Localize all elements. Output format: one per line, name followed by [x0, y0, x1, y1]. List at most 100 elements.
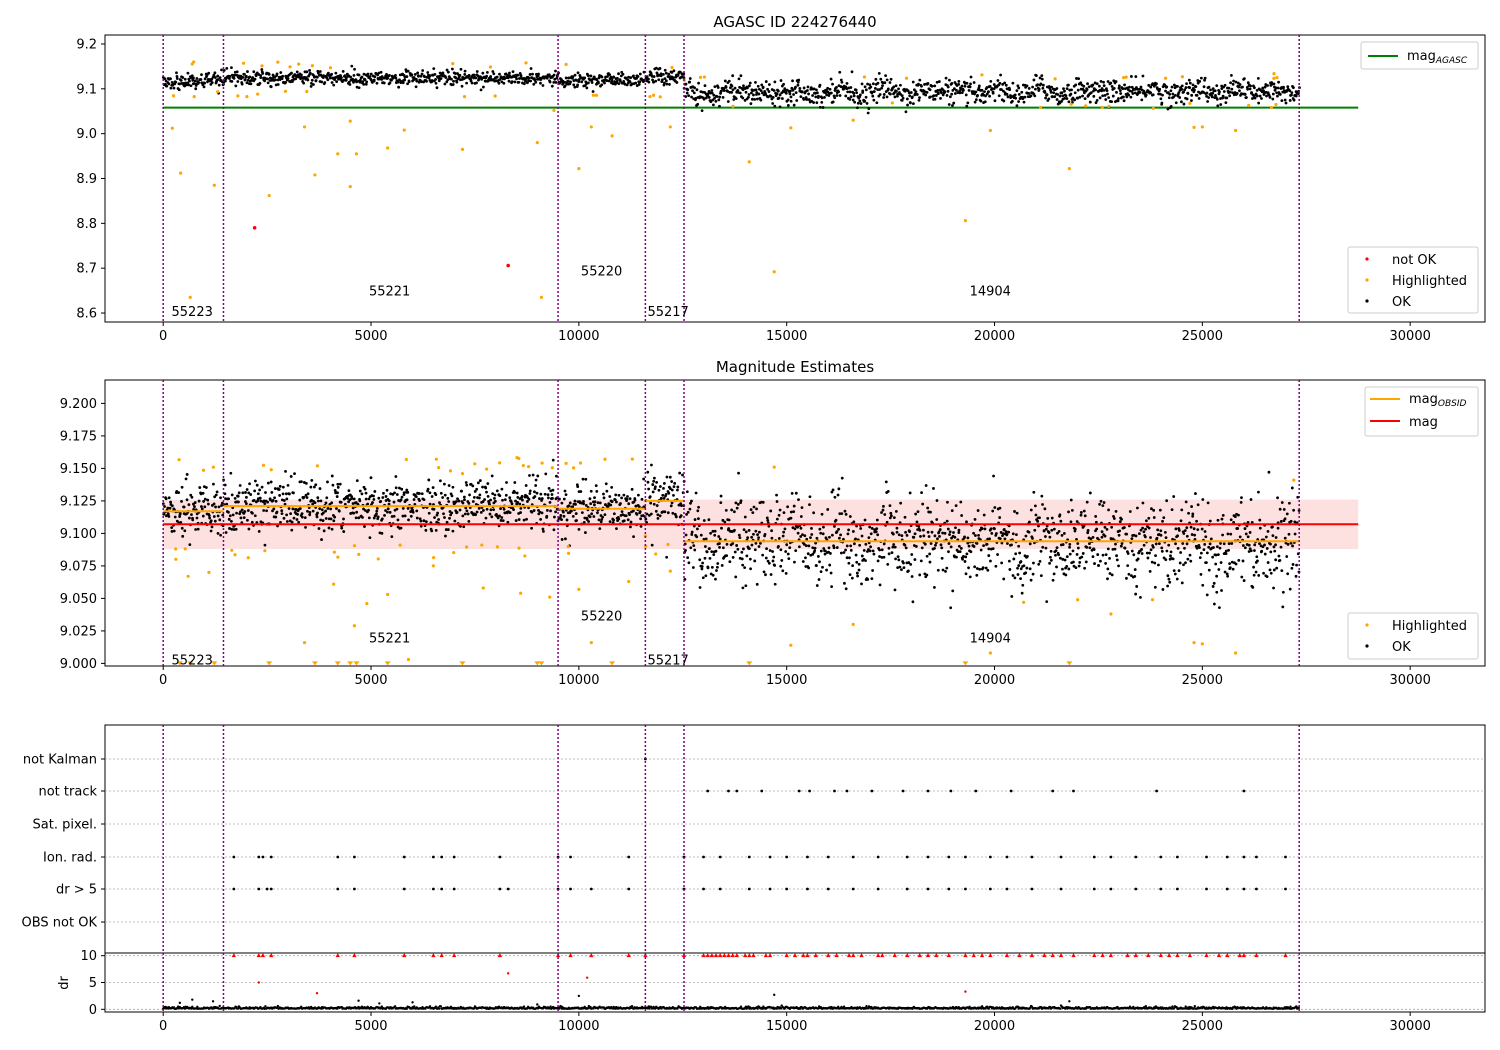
- ok-point: [1141, 501, 1145, 505]
- ok-point: [769, 509, 773, 513]
- ok-point: [1001, 532, 1005, 536]
- ok-point: [1167, 96, 1171, 100]
- ok-point: [549, 489, 553, 493]
- ok-point: [992, 474, 995, 478]
- ok-point: [1130, 75, 1133, 78]
- ok-point: [771, 96, 775, 99]
- ok-point: [990, 87, 994, 90]
- ok-point: [1184, 86, 1188, 89]
- ok-point: [1221, 94, 1225, 98]
- ok-point: [605, 489, 609, 493]
- ok-point: [1261, 86, 1265, 90]
- ok-point: [993, 506, 997, 509]
- ok-point: [722, 89, 726, 93]
- highlighted-point: [862, 75, 867, 79]
- ok-point: [228, 527, 231, 530]
- ok-point: [555, 474, 558, 478]
- ok-point: [802, 98, 806, 101]
- ok-point: [401, 81, 405, 85]
- ok-point: [868, 83, 872, 87]
- ok-point: [274, 515, 278, 519]
- ok-point: [1269, 571, 1273, 575]
- ok-point: [797, 498, 800, 502]
- ok-point: [1081, 552, 1085, 555]
- ok-point: [435, 513, 439, 517]
- ok-point: [711, 573, 715, 577]
- highlighted-point: [1122, 75, 1126, 80]
- highlighted-point: [517, 546, 521, 550]
- ok-point: [1290, 486, 1294, 490]
- ok-point: [236, 80, 240, 83]
- ok-point: [292, 516, 296, 520]
- ok-point: [1061, 567, 1064, 571]
- ok-point: [900, 568, 903, 572]
- ok-point: [812, 87, 816, 91]
- highlighted-point: [1192, 125, 1196, 129]
- obsid-label: 55217: [647, 305, 688, 320]
- ok-point: [866, 82, 869, 86]
- mag-estimates-panel: Magnitude Estimates 55223552215522055217…: [60, 358, 1486, 688]
- ok-point: [1157, 542, 1161, 546]
- ok-point: [1170, 508, 1174, 512]
- ok-point: [584, 531, 587, 534]
- ok-point: [272, 507, 276, 511]
- ok-point: [1232, 521, 1236, 524]
- ok-point: [972, 81, 976, 84]
- ok-point: [1193, 537, 1197, 541]
- ok-point: [1013, 510, 1016, 513]
- highlighted-point: [651, 93, 656, 97]
- ok-point: [1164, 536, 1168, 540]
- ok-point: [835, 530, 839, 533]
- ok-point: [165, 84, 169, 88]
- ok-point: [552, 528, 556, 532]
- flag-point: [589, 887, 593, 891]
- ok-point: [669, 504, 673, 508]
- ok-point: [871, 549, 875, 553]
- ok-point: [579, 490, 583, 493]
- ok-point: [823, 552, 827, 556]
- ok-point: [767, 83, 771, 86]
- ok-point: [1073, 91, 1077, 95]
- ok-point: [830, 585, 834, 589]
- flag-point: [1159, 887, 1163, 891]
- ok-point: [678, 70, 682, 74]
- ok-point: [1126, 552, 1130, 555]
- ok-point: [933, 585, 936, 589]
- ok-point: [588, 515, 592, 519]
- ok-point: [285, 513, 289, 517]
- ok-point: [1182, 102, 1186, 106]
- ok-point: [1011, 81, 1015, 85]
- ok-point: [501, 519, 505, 523]
- ok-point: [1148, 569, 1152, 573]
- ok-point: [200, 505, 203, 508]
- ok-point: [787, 557, 791, 560]
- ok-point: [997, 94, 1001, 98]
- ok-point: [925, 90, 929, 94]
- ok-point: [899, 83, 902, 87]
- ok-point: [1296, 495, 1300, 499]
- ok-point: [975, 573, 979, 577]
- y-tick-label: 8.8: [76, 217, 97, 232]
- ok-point: [620, 81, 624, 85]
- ok-point: [488, 512, 492, 516]
- ok-point: [1011, 574, 1015, 577]
- ok-point: [438, 479, 442, 483]
- ok-point: [478, 479, 482, 482]
- ok-point: [1091, 535, 1095, 539]
- ok-point: [802, 86, 806, 90]
- ok-point: [898, 565, 902, 569]
- ok-point: [1161, 588, 1165, 591]
- ok-point: [839, 551, 843, 555]
- ok-point: [567, 76, 571, 80]
- ok-point: [527, 506, 530, 510]
- ok-point: [1057, 529, 1061, 533]
- ok-point: [1213, 89, 1217, 93]
- highlighted-point: [183, 547, 187, 551]
- ok-point: [827, 546, 831, 550]
- ok-point: [497, 81, 501, 85]
- ok-point: [584, 477, 588, 481]
- ok-point: [957, 531, 961, 534]
- flag-point: [336, 855, 340, 859]
- ok-point: [1154, 542, 1158, 546]
